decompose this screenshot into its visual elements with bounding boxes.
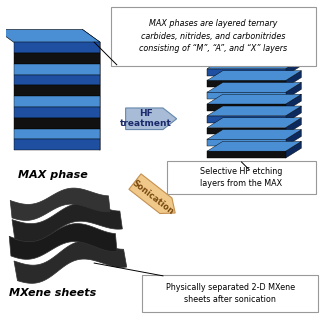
Polygon shape bbox=[207, 57, 286, 64]
Polygon shape bbox=[0, 29, 100, 42]
Polygon shape bbox=[286, 83, 301, 99]
Text: MXene sheets: MXene sheets bbox=[9, 288, 97, 298]
Polygon shape bbox=[207, 141, 301, 151]
Polygon shape bbox=[14, 53, 100, 64]
Polygon shape bbox=[129, 174, 175, 213]
Polygon shape bbox=[14, 96, 100, 107]
Polygon shape bbox=[286, 94, 301, 111]
FancyBboxPatch shape bbox=[142, 275, 318, 312]
Polygon shape bbox=[207, 47, 301, 57]
Polygon shape bbox=[286, 141, 301, 158]
Polygon shape bbox=[14, 140, 100, 150]
Polygon shape bbox=[9, 224, 117, 259]
Polygon shape bbox=[207, 140, 286, 146]
Text: Physically separated 2-D MXene
sheets after sonication: Physically separated 2-D MXene sheets af… bbox=[166, 283, 295, 304]
Polygon shape bbox=[207, 104, 286, 111]
Polygon shape bbox=[14, 42, 100, 53]
Polygon shape bbox=[10, 188, 110, 220]
Polygon shape bbox=[207, 71, 301, 81]
Polygon shape bbox=[14, 107, 100, 118]
Polygon shape bbox=[12, 203, 122, 242]
Polygon shape bbox=[286, 118, 301, 134]
Polygon shape bbox=[207, 106, 301, 116]
Polygon shape bbox=[207, 130, 301, 140]
Polygon shape bbox=[207, 94, 301, 104]
Polygon shape bbox=[207, 151, 286, 158]
Text: Selective HF etching
layers from the MAX: Selective HF etching layers from the MAX bbox=[200, 167, 283, 188]
Polygon shape bbox=[207, 128, 286, 134]
Polygon shape bbox=[14, 129, 100, 140]
Polygon shape bbox=[207, 69, 286, 76]
Polygon shape bbox=[14, 75, 100, 85]
Polygon shape bbox=[126, 108, 177, 130]
Polygon shape bbox=[286, 47, 301, 64]
Polygon shape bbox=[207, 118, 301, 128]
Polygon shape bbox=[207, 81, 286, 87]
Polygon shape bbox=[286, 106, 301, 123]
Text: MAX phases are layered ternary
carbides, nitrides, and carbonitrides
consisting : MAX phases are layered ternary carbides,… bbox=[140, 19, 288, 53]
Polygon shape bbox=[83, 29, 100, 150]
Polygon shape bbox=[286, 71, 301, 87]
Polygon shape bbox=[207, 83, 301, 92]
Polygon shape bbox=[286, 130, 301, 146]
Polygon shape bbox=[14, 85, 100, 96]
Polygon shape bbox=[207, 92, 286, 99]
Polygon shape bbox=[286, 59, 301, 76]
Text: MAX phase: MAX phase bbox=[18, 170, 88, 180]
FancyBboxPatch shape bbox=[111, 7, 316, 66]
Polygon shape bbox=[207, 59, 301, 69]
FancyBboxPatch shape bbox=[167, 161, 316, 194]
Polygon shape bbox=[14, 118, 100, 129]
Text: Sonication: Sonication bbox=[131, 178, 176, 216]
Polygon shape bbox=[14, 241, 127, 283]
Text: HF
treatment: HF treatment bbox=[120, 109, 172, 128]
Polygon shape bbox=[207, 116, 286, 123]
Polygon shape bbox=[14, 64, 100, 75]
